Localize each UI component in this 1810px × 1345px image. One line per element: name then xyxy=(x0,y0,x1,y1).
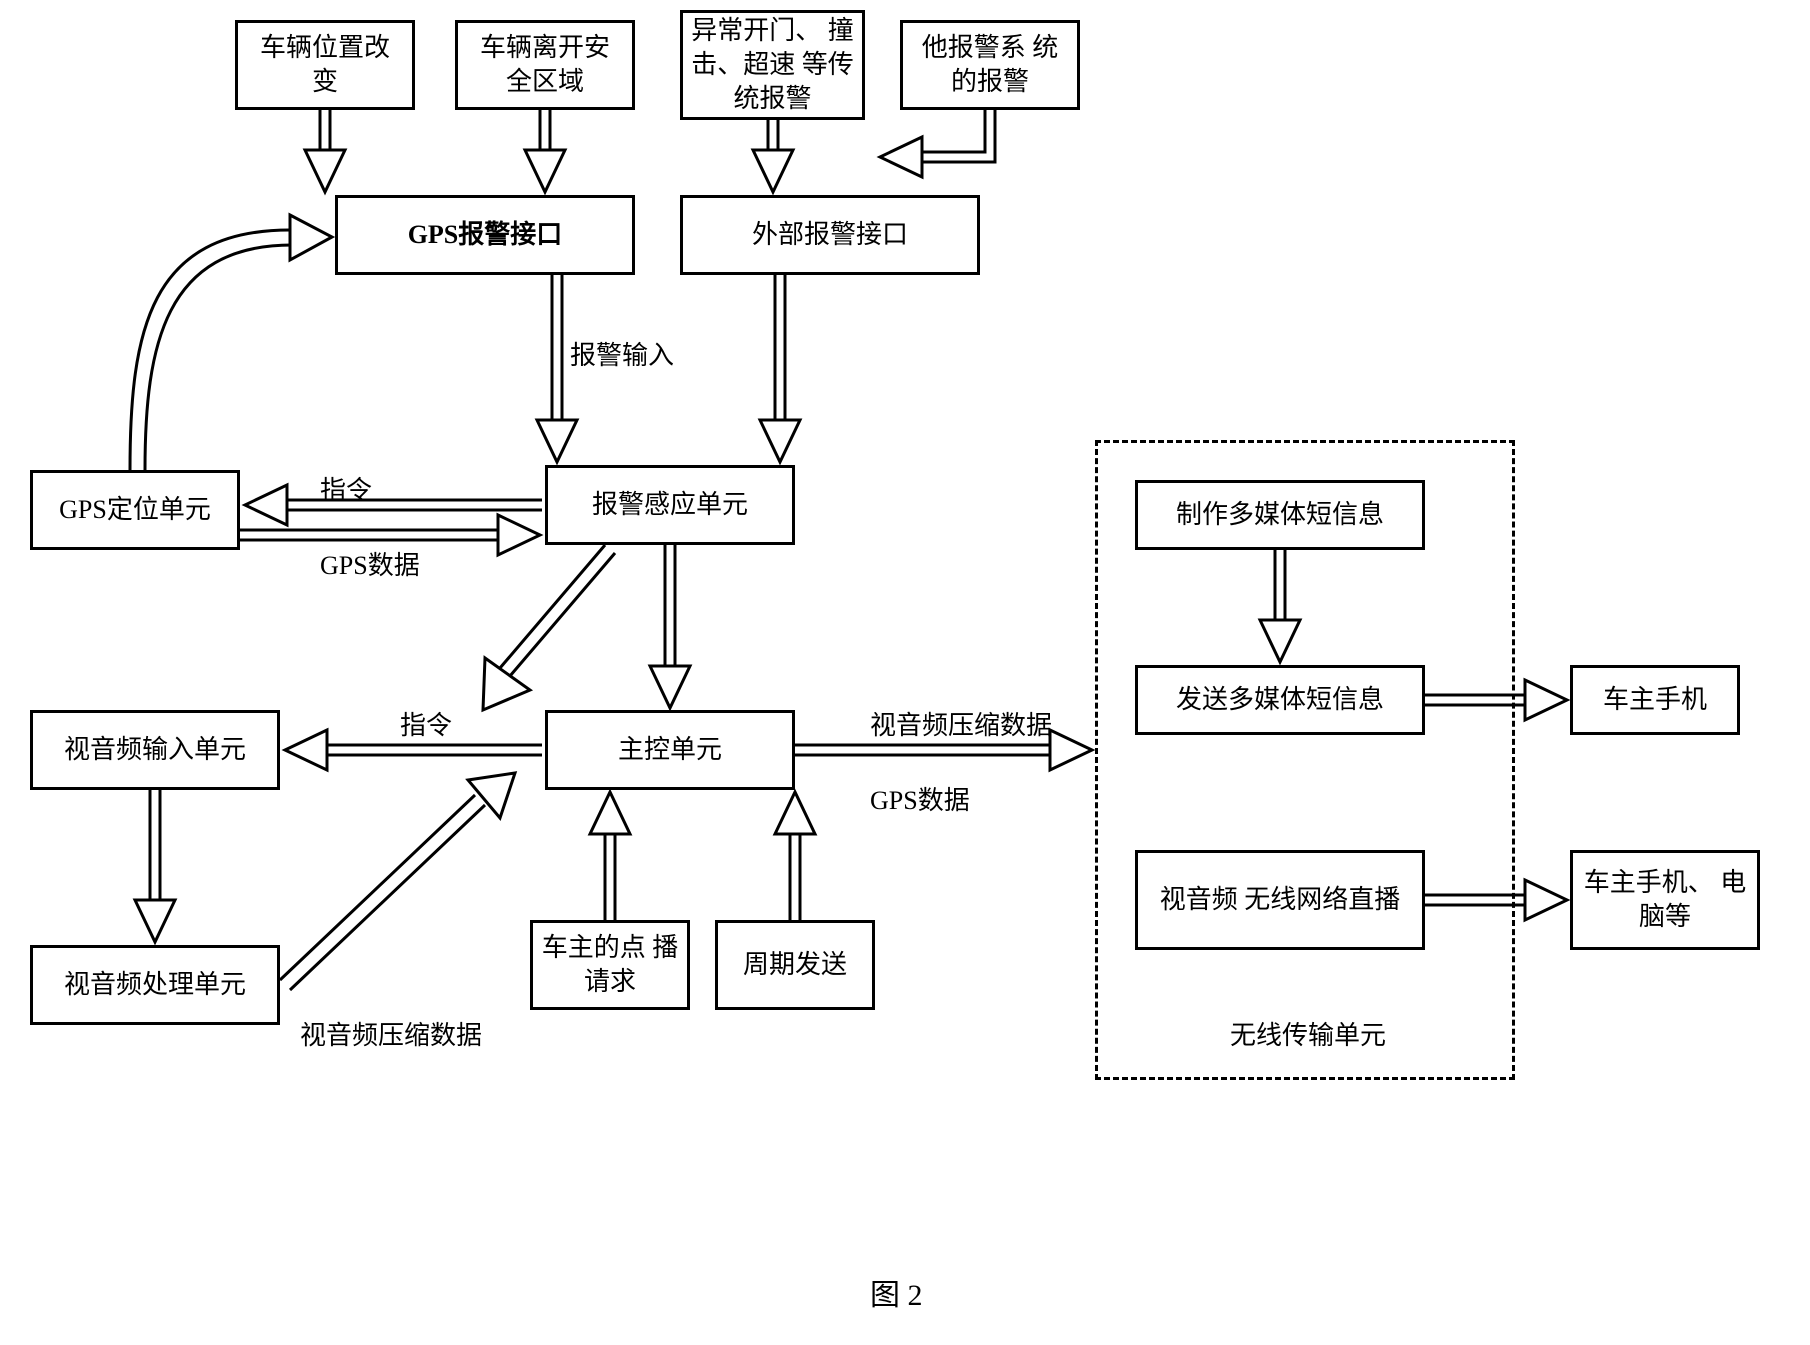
label-av-compressed-2: 视音频压缩数据 xyxy=(870,705,1052,742)
node-gps-positioning-unit: GPS定位单元 xyxy=(30,470,240,550)
node-other-alarm-sys: 他报警系 统的报警 xyxy=(900,20,1080,110)
label-gps-data-1: GPS数据 xyxy=(320,545,420,582)
label-cmd-to-gps: 指令 xyxy=(320,470,372,507)
node-av-wireless-stream: 视音频 无线网络直播 xyxy=(1135,850,1425,950)
node-mms-send: 发送多媒体短信息 xyxy=(1135,665,1425,735)
node-traditional-alarm: 异常开门、 撞击、超速 等传统报警 xyxy=(680,10,865,120)
node-external-alarm-interface: 外部报警接口 xyxy=(680,195,980,275)
figure-caption: 图 2 xyxy=(870,1270,923,1314)
node-main-control-unit: 主控单元 xyxy=(545,710,795,790)
node-gps-alarm-interface: GPS报警接口 xyxy=(335,195,635,275)
label-alarm-input: 报警输入 xyxy=(570,335,674,372)
node-vehicle-pos-change: 车辆位置改 变 xyxy=(235,20,415,110)
label-cmd-to-av-input: 指令 xyxy=(400,705,452,742)
node-av-input-unit: 视音频输入单元 xyxy=(30,710,280,790)
node-mms-make: 制作多媒体短信息 xyxy=(1135,480,1425,550)
label-gps-data-2: GPS数据 xyxy=(870,780,970,817)
node-owner-phone-pc: 车主手机、 电脑等 xyxy=(1570,850,1760,950)
node-av-processing-unit: 视音频处理单元 xyxy=(30,945,280,1025)
label-av-compressed-1: 视音频压缩数据 xyxy=(300,1015,482,1052)
node-vehicle-leave-zone: 车辆离开安 全区域 xyxy=(455,20,635,110)
node-periodic-send: 周期发送 xyxy=(715,920,875,1010)
node-owner-phone: 车主手机 xyxy=(1570,665,1740,735)
node-owner-request: 车主的点 播请求 xyxy=(530,920,690,1010)
wireless-unit-label: 无线传输单元 xyxy=(1230,1015,1386,1052)
node-alarm-sensing-unit: 报警感应单元 xyxy=(545,465,795,545)
